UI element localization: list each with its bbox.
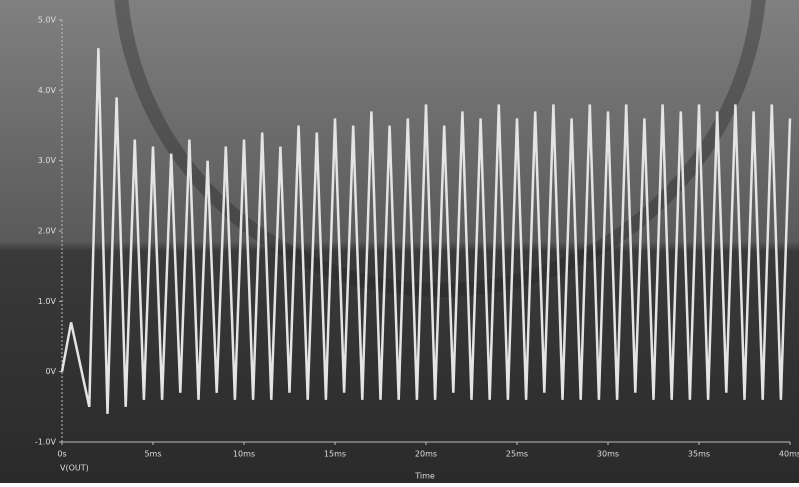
chart: V(OUT) Time -1.0V 0V 1.0V 2.0V 3.0V 4.0V 5.0V 0…	[0, 0, 799, 483]
legend-label: V(OUT)	[60, 464, 89, 473]
x-tick-label: 25ms	[506, 450, 528, 459]
x-tick-label: 10ms	[233, 450, 255, 459]
y-tick-label: 0V	[45, 367, 56, 376]
x-axis-label: Time	[414, 472, 435, 481]
page: {"chart_data": {"type": "line", "x_label…	[0, 0, 799, 483]
y-tick-label: 4.0V	[38, 86, 57, 95]
y-tick-label: 5.0V	[38, 16, 57, 25]
x-tick-label: 30ms	[597, 450, 619, 459]
x-tick-label: 40ms	[779, 450, 799, 459]
x-tick-label: 15ms	[324, 450, 346, 459]
x-tick-label: 0s	[57, 450, 66, 459]
x-tick-label: 20ms	[415, 450, 437, 459]
y-tick-label: -1.0V	[35, 438, 57, 447]
y-tick-label: 1.0V	[38, 297, 57, 306]
x-tick-label: 5ms	[144, 450, 161, 459]
y-tick-label: 2.0V	[38, 227, 57, 236]
x-tick-label: 35ms	[688, 450, 710, 459]
y-tick-label: 3.0V	[38, 156, 57, 165]
